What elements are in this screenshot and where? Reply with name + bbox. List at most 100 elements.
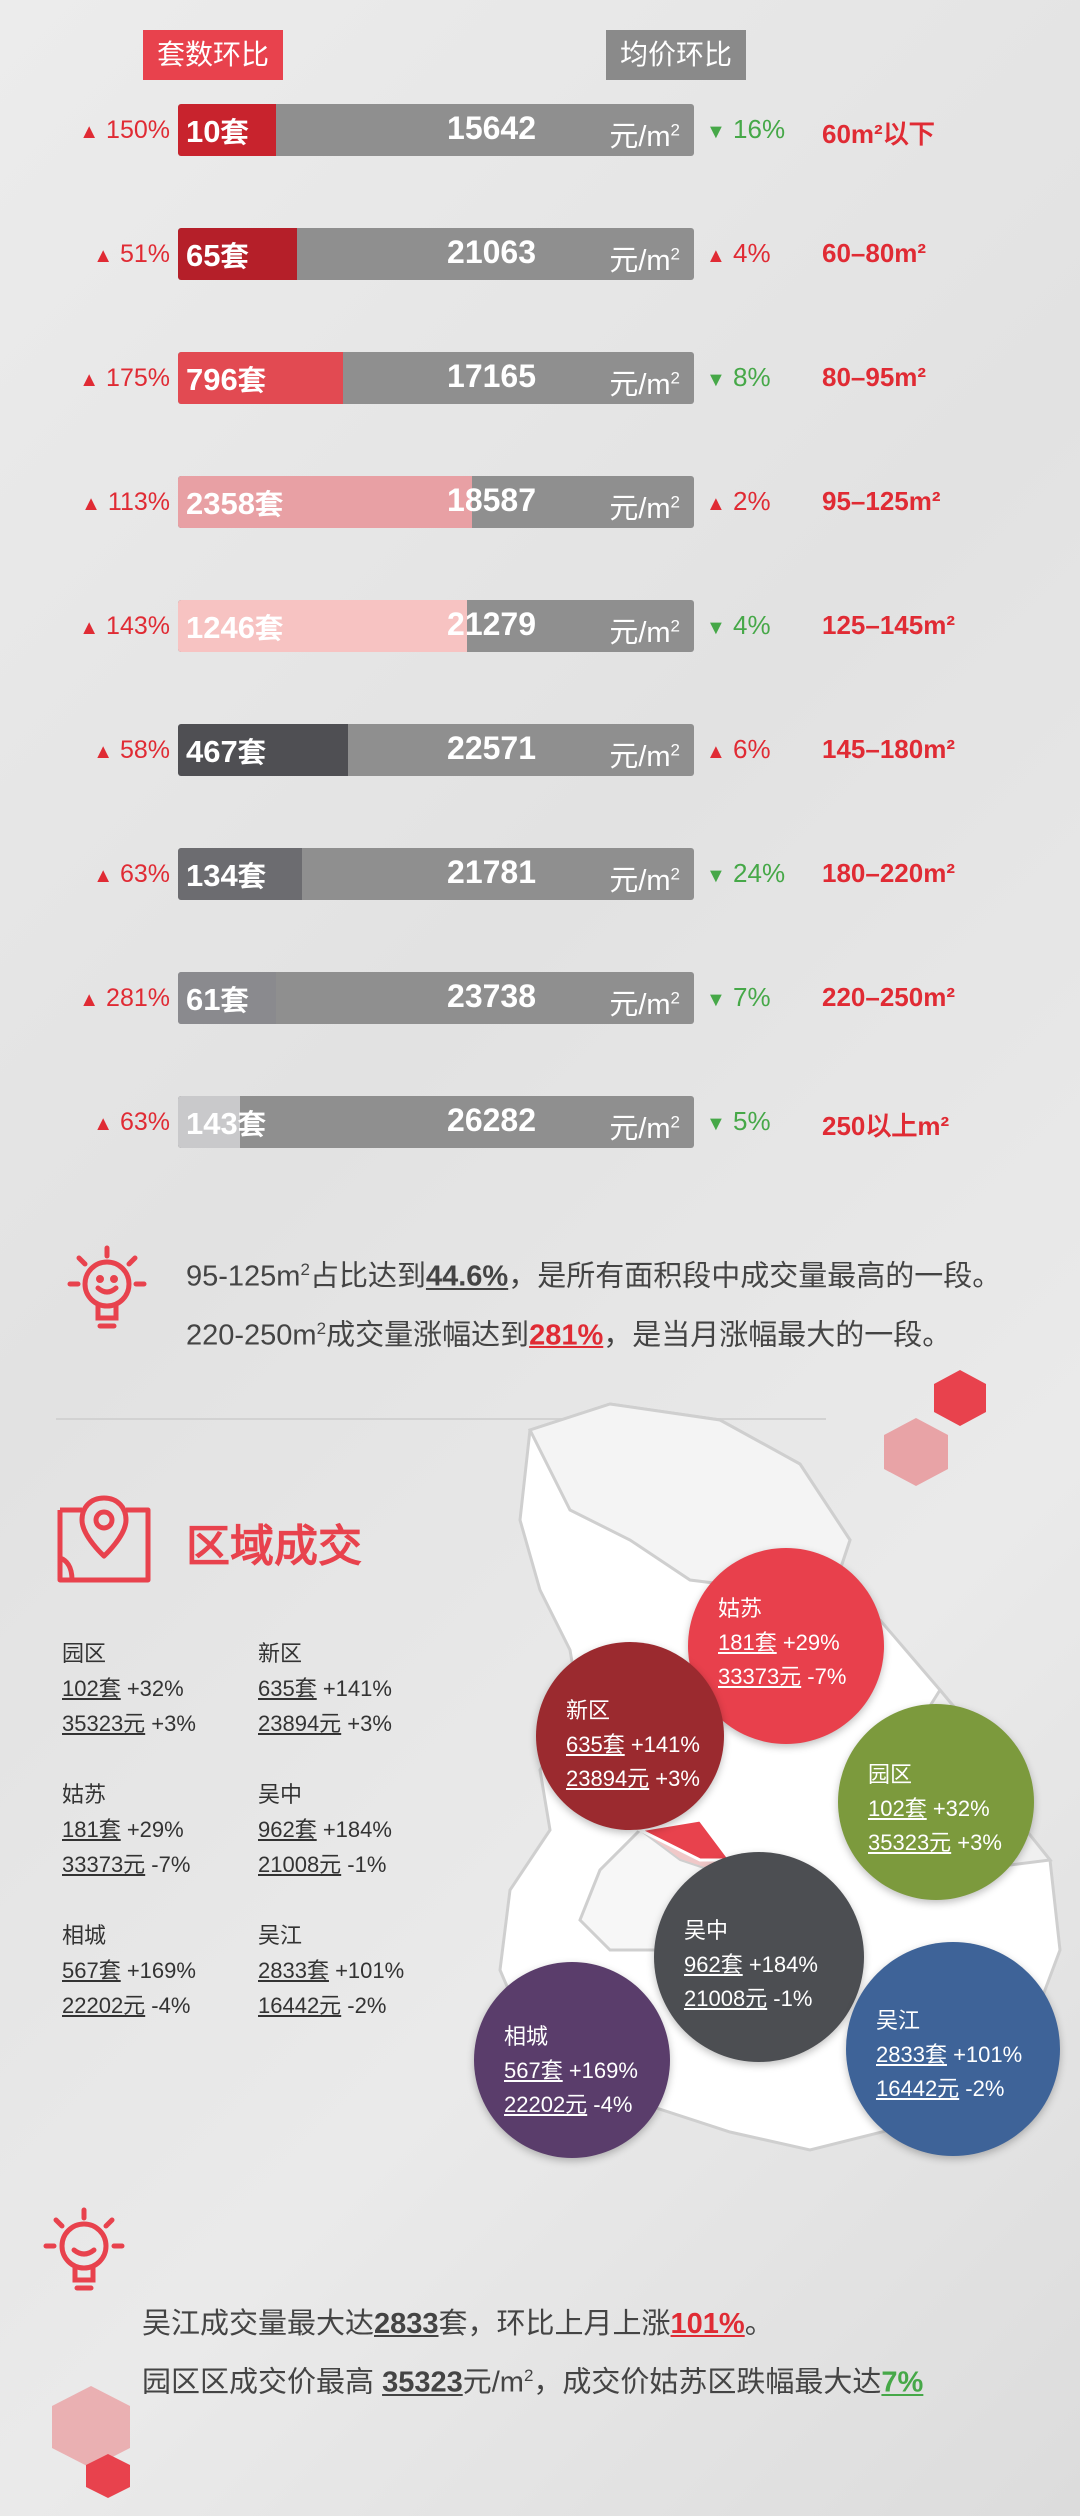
bubble-count-change: +29% [776,1630,840,1655]
average-price: 23738 [447,978,536,1014]
district-bubble: 园区 102套 +32% 35323元 +3% [838,1704,1034,1900]
up-arrow-icon: ▲ [93,741,113,763]
area-segment-row: ▲ 281% 61套 23738 元/m2 ▼ 7% 220–250m² [0,970,1080,1026]
unit-count-value: 10 [186,114,221,149]
down-arrow-icon: ▼ [706,1113,726,1135]
unit-count: 134套 [186,855,266,895]
price-bar: 2358套 18587 元/m2 [178,476,694,528]
district-price-change: -2% [341,1993,387,2018]
bubble-district-name: 新区 [566,1698,611,1723]
price-unit-sup: 2 [670,120,680,140]
price-bar: 10套 15642 元/m2 [178,104,694,156]
unit-count: 1246套 [186,607,283,647]
map-pin-icon [54,1490,154,1586]
price-change: ▼ 24% [706,858,816,889]
price-unit: 元/m2 [609,237,680,279]
up-arrow-icon: ▲ [81,493,101,515]
bubble-price: 33373元 [718,1664,802,1689]
bubble-count: 181套 [718,1630,777,1655]
bubble-count-change: +169% [562,2058,638,2083]
average-price: 21781 [447,854,536,890]
lightbulb-icon [34,2198,134,2298]
bubble-count-line: 635套 +141% [566,1728,724,1762]
price-change-value: 4% [733,610,771,640]
district-name: 吴江 [258,1923,303,1948]
unit-count-value: 796 [186,362,238,397]
district-price-line: 23894元 +3% [258,1706,458,1741]
count-change-value: 51% [119,240,170,268]
district-price-line: 22202元 -4% [62,1988,262,2023]
price-bar: 1246套 21279 元/m2 [178,600,694,652]
unit-count-suffix: 套 [254,489,283,520]
bubble-count-change: +184% [742,1952,818,1977]
up-arrow-icon: ▲ [93,865,113,887]
price-change: ▼ 5% [706,1106,816,1137]
count-change: ▲ 51% [50,240,170,269]
district-bubble: 吴江 2833套 +101% 16442元 -2% [846,1942,1060,2156]
down-arrow-icon: ▼ [706,989,726,1011]
count-change: ▲ 150% [50,116,170,145]
count-bar [178,724,349,776]
district-price: 23894元 [258,1711,342,1736]
district-stat: 姑苏 181套 +29% 33373元 -7% [62,1777,262,1882]
price-unit-text: 元/m [609,121,671,153]
count-bar [178,228,297,280]
average-price: 21063 [447,234,536,270]
district-count: 635套 [258,1676,317,1701]
bubble-price: 21008元 [684,1986,768,2011]
unit-count-suffix: 套 [237,365,266,396]
price-change: ▲ 4% [706,238,816,269]
unit-count-value: 134 [186,858,238,893]
district-price: 35323元 [62,1711,146,1736]
bubble-price: 22202元 [504,2092,588,2117]
bubble-count-change: +32% [926,1796,990,1821]
bubble-count: 567套 [504,2058,563,2083]
district-name: 相城 [62,1923,107,1948]
area-range-label: 60m²以下 [822,119,935,149]
unit-count: 10套 [186,111,249,151]
unit-count-suffix: 套 [220,985,249,1016]
price-change: ▲ 2% [706,486,816,517]
price-bar: 467套 22571 元/m2 [178,724,694,776]
bubble-price-change: -1% [767,1986,813,2011]
up-arrow-icon: ▲ [706,741,726,763]
count-change-value: 113% [107,488,170,516]
up-arrow-icon: ▲ [706,245,726,267]
bubble-price-line: 23894元 +3% [566,1762,724,1796]
price-unit-text: 元/m [609,865,671,897]
district-name: 园区 [62,1641,107,1666]
count-change: ▲ 281% [50,984,170,1013]
count-bar [178,848,302,900]
price-unit: 元/m2 [609,485,680,527]
price-unit-sup: 2 [670,1112,680,1132]
price-unit-text: 元/m [609,245,671,277]
count-change-value: 58% [119,736,170,764]
hexagon-decoration [86,2454,130,2498]
price-unit-text: 元/m [609,617,671,649]
bubble-count-change: +101% [946,2042,1023,2067]
district-stat: 新区 635套 +141% 23894元 +3% [258,1636,458,1741]
count-mom-header: 套数环比 [143,30,284,80]
price-unit-sup: 2 [670,368,680,388]
bubble-price-line: 21008元 -1% [684,1982,864,2016]
bubble-district-name: 园区 [868,1762,913,1787]
district-price-change: +3% [145,1711,196,1736]
bubble-price-change: +3% [951,1830,1002,1855]
bubble-count-line: 102套 +32% [868,1792,1034,1826]
price-change-value: 7% [733,982,771,1012]
district-count-change: +29% [120,1817,184,1842]
price-unit-sup: 2 [670,988,680,1008]
up-arrow-icon: ▲ [93,1113,113,1135]
district-count-change: +184% [316,1817,392,1842]
district-count-change: +32% [120,1676,184,1701]
bubble-price-line: 16442元 -2% [876,2072,1060,2106]
price-change-value: 2% [733,486,771,516]
unit-count: 61套 [186,979,249,1019]
price-bar: 61套 23738 元/m2 [178,972,694,1024]
section-divider [56,1418,826,1420]
unit-count: 796套 [186,359,266,399]
district-name: 新区 [258,1641,303,1666]
price-change-value: 6% [733,734,771,764]
count-bar [178,104,277,156]
price-unit: 元/m2 [609,981,680,1023]
